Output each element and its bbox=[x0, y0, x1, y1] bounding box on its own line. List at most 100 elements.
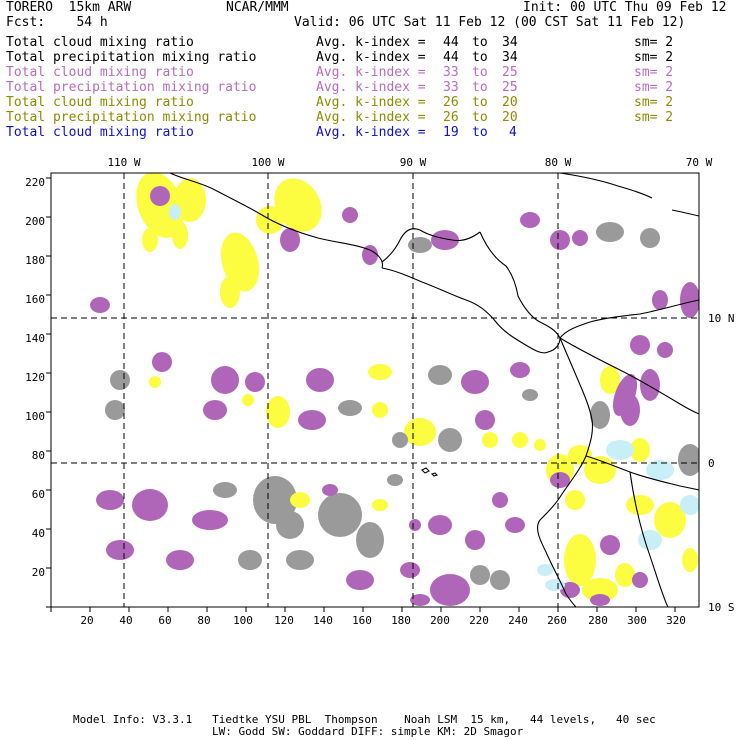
x-tick-label: 260 bbox=[547, 614, 567, 627]
legend-stat: Avg. k-index = bbox=[316, 50, 434, 65]
y-tick-label: 140 bbox=[25, 332, 45, 345]
cloud-blob bbox=[105, 400, 125, 420]
lon-label: 90 W bbox=[400, 156, 427, 169]
cloud-blob bbox=[626, 495, 654, 515]
cloud-blob bbox=[534, 439, 546, 451]
cloud-blob bbox=[572, 230, 588, 246]
y-tick-label: 120 bbox=[25, 371, 45, 384]
x-tick-label: 120 bbox=[274, 614, 294, 627]
cloud-blob bbox=[410, 594, 430, 606]
cloud-blob bbox=[560, 582, 580, 598]
legend-sm: sm= 2 bbox=[634, 35, 674, 50]
y-tick-label: 200 bbox=[25, 215, 45, 228]
cloud-blob bbox=[245, 372, 265, 392]
legend-to: to bbox=[472, 110, 488, 125]
legend-field: Total cloud mixing ratio bbox=[6, 125, 194, 140]
model-title: TORERO 15km ARW bbox=[6, 0, 132, 15]
x-tick-label: 180 bbox=[391, 614, 411, 627]
x-tick-label: 20 bbox=[80, 614, 93, 627]
legend-field: Total precipitation mixing ratio bbox=[6, 50, 257, 65]
cloud-blob bbox=[387, 474, 403, 486]
y-tick-label: 180 bbox=[25, 254, 45, 267]
cloud-blob bbox=[242, 394, 254, 406]
y-tick-labels: 20 40 60 80 100 120 140 160 180 200 220 bbox=[25, 176, 45, 579]
cloud-blob bbox=[582, 578, 618, 602]
cloud-blob bbox=[96, 490, 124, 510]
cloud-blob bbox=[512, 432, 528, 448]
legend-to: to bbox=[472, 35, 488, 50]
cloud-blob bbox=[630, 335, 650, 355]
cloud-blob bbox=[431, 230, 459, 250]
x-tick-label: 80 bbox=[197, 614, 210, 627]
cloud-blob bbox=[150, 186, 170, 206]
map-frame bbox=[50, 172, 700, 608]
model-info-line1: Model Info: V3.3.1 Tiedtke YSU PBL Thomp… bbox=[73, 713, 656, 726]
caribbean-coast bbox=[479, 231, 561, 339]
lon-label: 100 W bbox=[251, 156, 284, 169]
legend-hi: 44 bbox=[443, 35, 459, 50]
cloud-blob bbox=[408, 237, 432, 253]
cloud-blob bbox=[590, 401, 610, 429]
cloud-blob bbox=[286, 550, 314, 570]
cloud-blob bbox=[461, 370, 489, 394]
hispaniola bbox=[671, 209, 699, 217]
legend-to: to bbox=[472, 50, 488, 65]
central-america-coast bbox=[381, 267, 561, 354]
cloud-blob bbox=[590, 594, 610, 606]
y-tick-label: 100 bbox=[25, 410, 45, 423]
legend-field: Total cloud mixing ratio bbox=[6, 95, 194, 110]
legend-sm: sm= 2 bbox=[634, 95, 674, 110]
longitude-labels: 110 W 100 W 90 W 80 W 70 W bbox=[107, 156, 712, 169]
x-tick-label: 300 bbox=[627, 614, 647, 627]
cloud-blob bbox=[211, 366, 239, 394]
map-area bbox=[90, 173, 699, 607]
cloud-blob bbox=[322, 484, 338, 496]
cloud-blob bbox=[110, 370, 130, 390]
y-tick-label: 40 bbox=[32, 527, 45, 540]
colombia-coast bbox=[559, 299, 699, 339]
cloud-blob bbox=[568, 445, 592, 465]
y-tick-label: 60 bbox=[32, 488, 45, 501]
cloud-blob bbox=[266, 396, 290, 428]
cloud-blob bbox=[372, 499, 388, 511]
legend-lo: 34 bbox=[502, 50, 518, 65]
legend-field: Total cloud mixing ratio bbox=[6, 65, 194, 80]
cloud-blob bbox=[596, 222, 624, 242]
cloud-blob bbox=[465, 530, 485, 550]
legend-field: Total cloud mixing ratio bbox=[6, 35, 194, 50]
cloud-blob bbox=[428, 365, 452, 385]
cloud-blob bbox=[298, 410, 326, 430]
cloud-blob bbox=[438, 428, 462, 452]
forecast-hour: Fcst: 54 h bbox=[6, 15, 108, 30]
cloud-blob bbox=[220, 276, 240, 308]
cloud-blob bbox=[238, 550, 262, 570]
lat-label: 10 S bbox=[708, 601, 735, 614]
cloud-blob bbox=[510, 362, 530, 378]
valid-time: Valid: 06 UTC Sat 11 Feb 12 (00 CST Sat … bbox=[294, 15, 686, 30]
cloud-blob bbox=[475, 410, 495, 430]
cloud-blob bbox=[565, 490, 585, 510]
cloud-blob bbox=[492, 492, 508, 508]
legend-lo: 25 bbox=[502, 65, 518, 80]
legend-lo: 20 bbox=[502, 95, 518, 110]
cloud-blob bbox=[550, 472, 570, 488]
lon-label: 70 W bbox=[686, 156, 713, 169]
south-america-interior bbox=[559, 337, 699, 415]
cloud-blob bbox=[290, 492, 310, 508]
legend-stat: Avg. k-index = bbox=[316, 95, 434, 110]
axis-ticks bbox=[46, 177, 676, 612]
cloud-blob bbox=[132, 489, 168, 521]
cloud-blob bbox=[482, 432, 498, 448]
legend-stat: Avg. k-index = bbox=[316, 35, 434, 50]
x-tick-label: 220 bbox=[469, 614, 489, 627]
legend-hi: 19 bbox=[443, 125, 459, 140]
legend-hi: 33 bbox=[443, 80, 459, 95]
cloud-blob bbox=[505, 517, 525, 533]
cloud-blob bbox=[192, 510, 228, 530]
legend-field: Total precipitation mixing ratio bbox=[6, 80, 257, 95]
cloud-blob bbox=[392, 432, 408, 448]
cloud-blob bbox=[630, 438, 650, 462]
cloud-blob bbox=[682, 548, 698, 572]
cloud-blob bbox=[342, 207, 358, 223]
